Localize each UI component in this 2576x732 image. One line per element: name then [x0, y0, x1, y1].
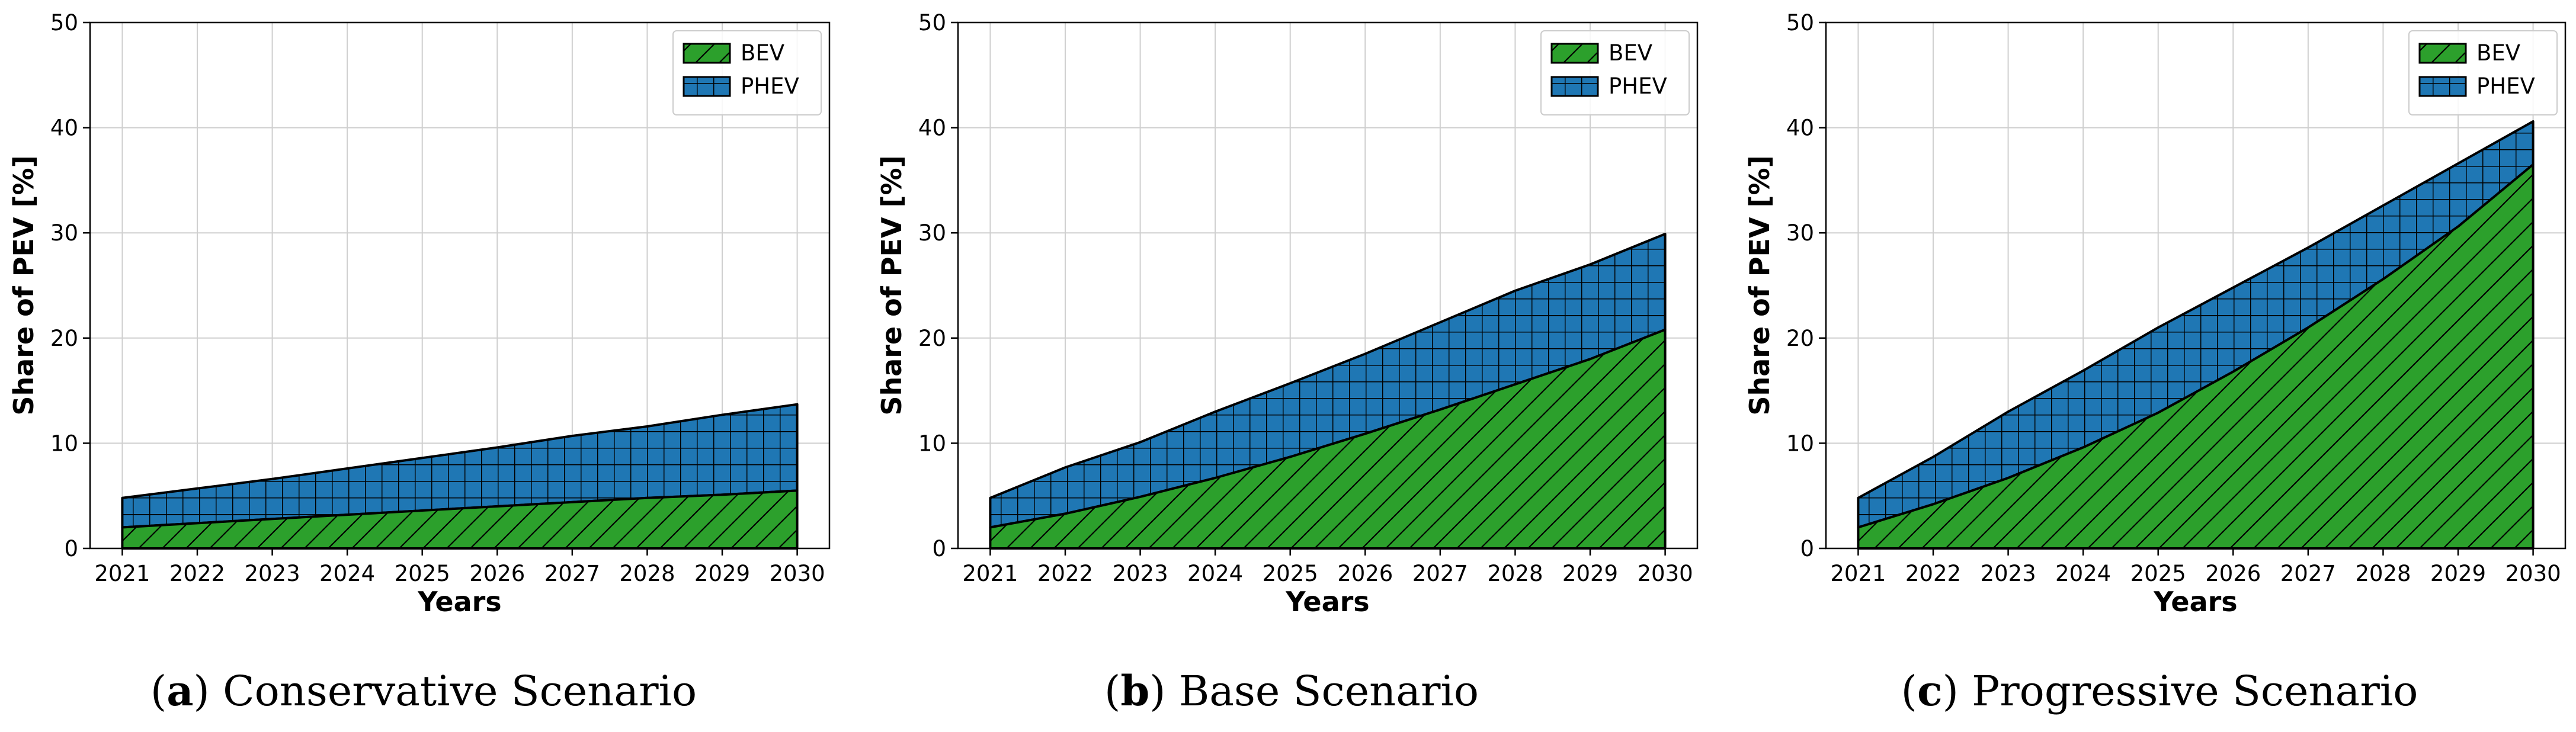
y-axis-title: Share of PEV [%] — [1744, 155, 1776, 415]
x-tick-label: 2030 — [1638, 561, 1693, 586]
x-tick-label: 2023 — [1112, 561, 1168, 586]
caption-text: ) Base Scenario — [1149, 667, 1479, 715]
y-tick-label: 0 — [932, 536, 946, 561]
legend-entry-bev-label: BEV — [1609, 40, 1652, 66]
legend-entry-phev-swatch — [1550, 76, 1599, 97]
x-tick-label: 2023 — [244, 561, 300, 586]
y-tick-label: 20 — [918, 326, 946, 351]
x-axis-title: Years — [1285, 586, 1369, 618]
caption-open-paren: ( — [1104, 667, 1121, 715]
x-tick-label: 2030 — [770, 561, 825, 586]
x-tick-label: 2021 — [94, 561, 150, 586]
x-tick-label: 2024 — [1187, 561, 1243, 586]
x-tick-label: 2026 — [1337, 561, 1393, 586]
legend: BEV PHEV — [672, 30, 822, 115]
y-tick-label: 0 — [64, 536, 78, 561]
area-bev — [1857, 163, 2535, 550]
legend-entry-phev-swatch — [683, 76, 731, 97]
legend-entry-phev-swatch — [2418, 76, 2467, 97]
x-tick-label: 2030 — [2505, 561, 2561, 586]
x-tick-label: 2027 — [544, 561, 600, 586]
x-tick-label: 2028 — [619, 561, 675, 586]
caption-open-paren: ( — [1901, 667, 1917, 715]
x-tick-label: 2029 — [2430, 561, 2486, 586]
legend-entry-bev-swatch — [683, 43, 731, 64]
legend-entry-phev-label: PHEV — [2476, 73, 2535, 99]
x-tick-label: 2026 — [2205, 561, 2261, 586]
x-tick-label: 2022 — [1905, 561, 1961, 586]
y-tick-label: 30 — [918, 220, 946, 246]
plot-frame — [1825, 21, 2567, 550]
y-axis-title: Share of PEV [%] — [876, 155, 908, 415]
y-tick-label: 0 — [1800, 536, 1814, 561]
y-tick-label: 10 — [50, 431, 78, 456]
x-tick-label: 2025 — [395, 561, 450, 586]
caption-base: (b) Base Scenario — [1104, 666, 1479, 715]
caption-text: ) Progressive Scenario — [1942, 667, 2418, 715]
caption-text: ) Conservative Scenario — [193, 667, 697, 715]
y-tick-label: 50 — [918, 10, 946, 36]
chart-panel-conservative: 0 10 20 30 40 50 2021 2022 2023 2024 2025 2026 2027 2… — [0, 0, 859, 732]
y-tick-label: 20 — [50, 326, 78, 351]
caption-letter: a — [166, 666, 194, 715]
y-tick-label: 50 — [50, 10, 78, 36]
legend-entry-phev-label: PHEV — [741, 73, 799, 99]
y-tick-label: 30 — [1786, 220, 1814, 246]
plot-frame — [957, 21, 1699, 550]
plot-frame — [89, 21, 831, 550]
chart-panel-base: 0 10 20 30 40 50 2021 2022 2023 2024 2025 2026 2027 2… — [868, 0, 1727, 732]
area-bev — [989, 328, 1667, 550]
caption-progressive: (c) Progressive Scenario — [1901, 666, 2418, 715]
x-tick-label: 2022 — [169, 561, 225, 586]
x-axis-title: Years — [417, 586, 501, 618]
x-tick-label: 2025 — [1263, 561, 1318, 586]
x-tick-label: 2024 — [319, 561, 375, 586]
legend-entry-phev-label: PHEV — [1609, 73, 1667, 99]
legend-entry-bev-label: BEV — [2476, 40, 2520, 66]
x-tick-label: 2022 — [1037, 561, 1093, 586]
x-tick-label: 2021 — [962, 561, 1018, 586]
caption-letter: c — [1917, 666, 1943, 715]
x-tick-label: 2023 — [1980, 561, 2036, 586]
area-bev — [121, 489, 799, 550]
y-tick-label: 40 — [918, 115, 946, 141]
legend-entry-bev-label: BEV — [741, 40, 784, 66]
legend: BEV PHEV — [2408, 30, 2558, 115]
y-axis-title: Share of PEV [%] — [8, 155, 40, 415]
x-tick-label: 2028 — [2355, 561, 2411, 586]
y-tick-label: 50 — [1786, 10, 1814, 36]
y-tick-label: 40 — [1786, 115, 1814, 141]
y-tick-label: 10 — [918, 431, 946, 456]
caption-letter: b — [1120, 666, 1150, 715]
x-tick-label: 2029 — [694, 561, 750, 586]
x-tick-label: 2027 — [1412, 561, 1468, 586]
caption-open-paren: ( — [150, 667, 167, 715]
x-tick-label: 2025 — [2130, 561, 2186, 586]
y-tick-label: 30 — [50, 220, 78, 246]
caption-conservative: (a) Conservative Scenario — [150, 666, 697, 715]
legend-entry-bev-swatch — [2418, 43, 2467, 64]
y-tick-label: 10 — [1786, 431, 1814, 456]
y-tick-label: 20 — [1786, 326, 1814, 351]
x-axis-title: Years — [2153, 586, 2237, 618]
legend: BEV PHEV — [1540, 30, 1690, 115]
x-tick-label: 2027 — [2280, 561, 2336, 586]
x-tick-label: 2029 — [1562, 561, 1618, 586]
y-tick-label: 40 — [50, 115, 78, 141]
x-tick-label: 2021 — [1830, 561, 1886, 586]
chart-panel-progressive: 0 10 20 30 40 50 2021 2022 2023 2024 2025 2026 2027 2… — [1736, 0, 2576, 732]
x-tick-label: 2026 — [469, 561, 525, 586]
x-tick-label: 2024 — [2055, 561, 2111, 586]
legend-entry-bev-swatch — [1550, 43, 1599, 64]
x-tick-label: 2028 — [1487, 561, 1543, 586]
